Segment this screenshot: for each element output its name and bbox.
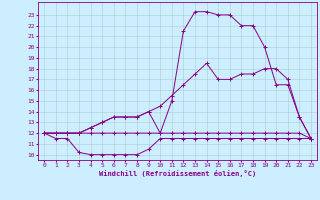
X-axis label: Windchill (Refroidissement éolien,°C): Windchill (Refroidissement éolien,°C) [99,170,256,177]
